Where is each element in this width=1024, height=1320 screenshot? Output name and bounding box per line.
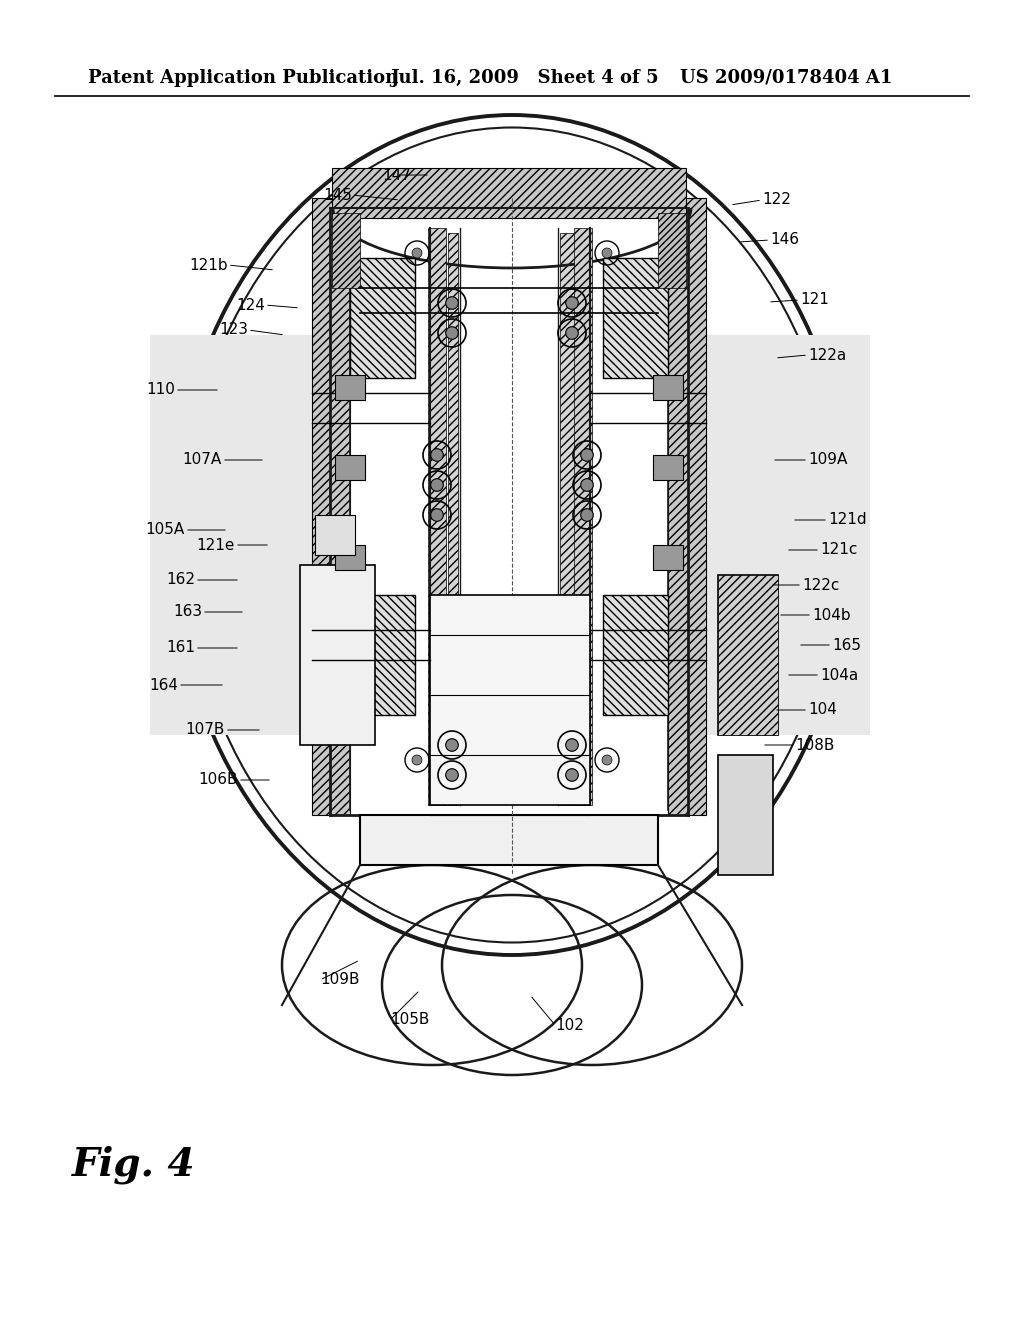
Text: 121: 121 — [800, 293, 828, 308]
Polygon shape — [706, 335, 870, 735]
Text: 106B: 106B — [199, 772, 238, 788]
Bar — [430, 595, 590, 805]
Bar — [658, 213, 686, 288]
Circle shape — [565, 739, 579, 751]
Text: 121b: 121b — [189, 257, 228, 272]
Bar — [335, 375, 365, 400]
Text: 104a: 104a — [820, 668, 858, 682]
Text: 105A: 105A — [145, 523, 185, 537]
Text: 161: 161 — [166, 640, 195, 656]
Polygon shape — [360, 814, 658, 865]
Text: 164: 164 — [150, 677, 178, 693]
Circle shape — [431, 508, 443, 521]
Bar — [332, 168, 686, 218]
Bar — [335, 545, 365, 570]
Text: 122c: 122c — [802, 578, 840, 593]
Bar — [350, 595, 415, 715]
Circle shape — [412, 248, 422, 257]
Circle shape — [581, 479, 593, 491]
Polygon shape — [718, 576, 778, 735]
Bar — [312, 198, 350, 814]
Text: 162: 162 — [166, 573, 195, 587]
Circle shape — [565, 327, 579, 339]
Ellipse shape — [185, 128, 839, 941]
Text: 122: 122 — [762, 193, 791, 207]
Circle shape — [445, 739, 459, 751]
Text: 163: 163 — [173, 605, 202, 619]
Bar — [668, 198, 706, 814]
Bar — [350, 257, 415, 378]
Bar — [428, 228, 446, 805]
Circle shape — [445, 297, 459, 309]
Bar — [560, 234, 588, 805]
Text: 110: 110 — [146, 383, 175, 397]
Text: 123: 123 — [219, 322, 248, 338]
Text: 145: 145 — [324, 187, 352, 202]
Text: 124: 124 — [237, 297, 265, 313]
Circle shape — [445, 327, 459, 339]
Circle shape — [581, 508, 593, 521]
Text: 165: 165 — [831, 638, 861, 652]
Bar — [653, 375, 683, 400]
Text: 104: 104 — [808, 702, 837, 718]
Text: 121d: 121d — [828, 512, 866, 528]
Text: 104b: 104b — [812, 607, 851, 623]
Bar — [332, 213, 360, 288]
Text: 109B: 109B — [319, 973, 359, 987]
Bar — [335, 455, 365, 480]
Text: 108B: 108B — [795, 738, 835, 752]
Circle shape — [431, 479, 443, 491]
Text: Jul. 16, 2009   Sheet 4 of 5: Jul. 16, 2009 Sheet 4 of 5 — [390, 69, 658, 87]
Polygon shape — [150, 335, 312, 735]
Circle shape — [581, 449, 593, 461]
Bar — [653, 545, 683, 570]
Text: 121c: 121c — [820, 543, 857, 557]
Text: 122a: 122a — [808, 347, 846, 363]
Text: 147: 147 — [382, 168, 411, 182]
Text: Patent Application Publication: Patent Application Publication — [88, 69, 398, 87]
Polygon shape — [718, 576, 778, 735]
Circle shape — [412, 755, 422, 766]
Circle shape — [602, 248, 612, 257]
Circle shape — [565, 297, 579, 309]
Text: 121e: 121e — [197, 537, 234, 553]
Bar — [603, 595, 668, 715]
Polygon shape — [718, 755, 773, 875]
Bar — [574, 228, 592, 805]
Text: Fig. 4: Fig. 4 — [72, 1146, 196, 1184]
Circle shape — [602, 755, 612, 766]
FancyBboxPatch shape — [300, 565, 375, 744]
Text: 146: 146 — [770, 232, 799, 248]
Text: US 2009/0178404 A1: US 2009/0178404 A1 — [680, 69, 892, 87]
Circle shape — [565, 768, 579, 781]
Bar — [315, 515, 355, 554]
Bar — [653, 455, 683, 480]
Text: 109A: 109A — [808, 453, 848, 467]
Text: 105B: 105B — [390, 1012, 429, 1027]
Text: 107B: 107B — [185, 722, 225, 738]
Circle shape — [445, 768, 459, 781]
Text: 102: 102 — [555, 1018, 584, 1032]
Text: 107A: 107A — [182, 453, 222, 467]
Circle shape — [431, 449, 443, 461]
Bar — [603, 257, 668, 378]
Bar — [449, 234, 458, 805]
